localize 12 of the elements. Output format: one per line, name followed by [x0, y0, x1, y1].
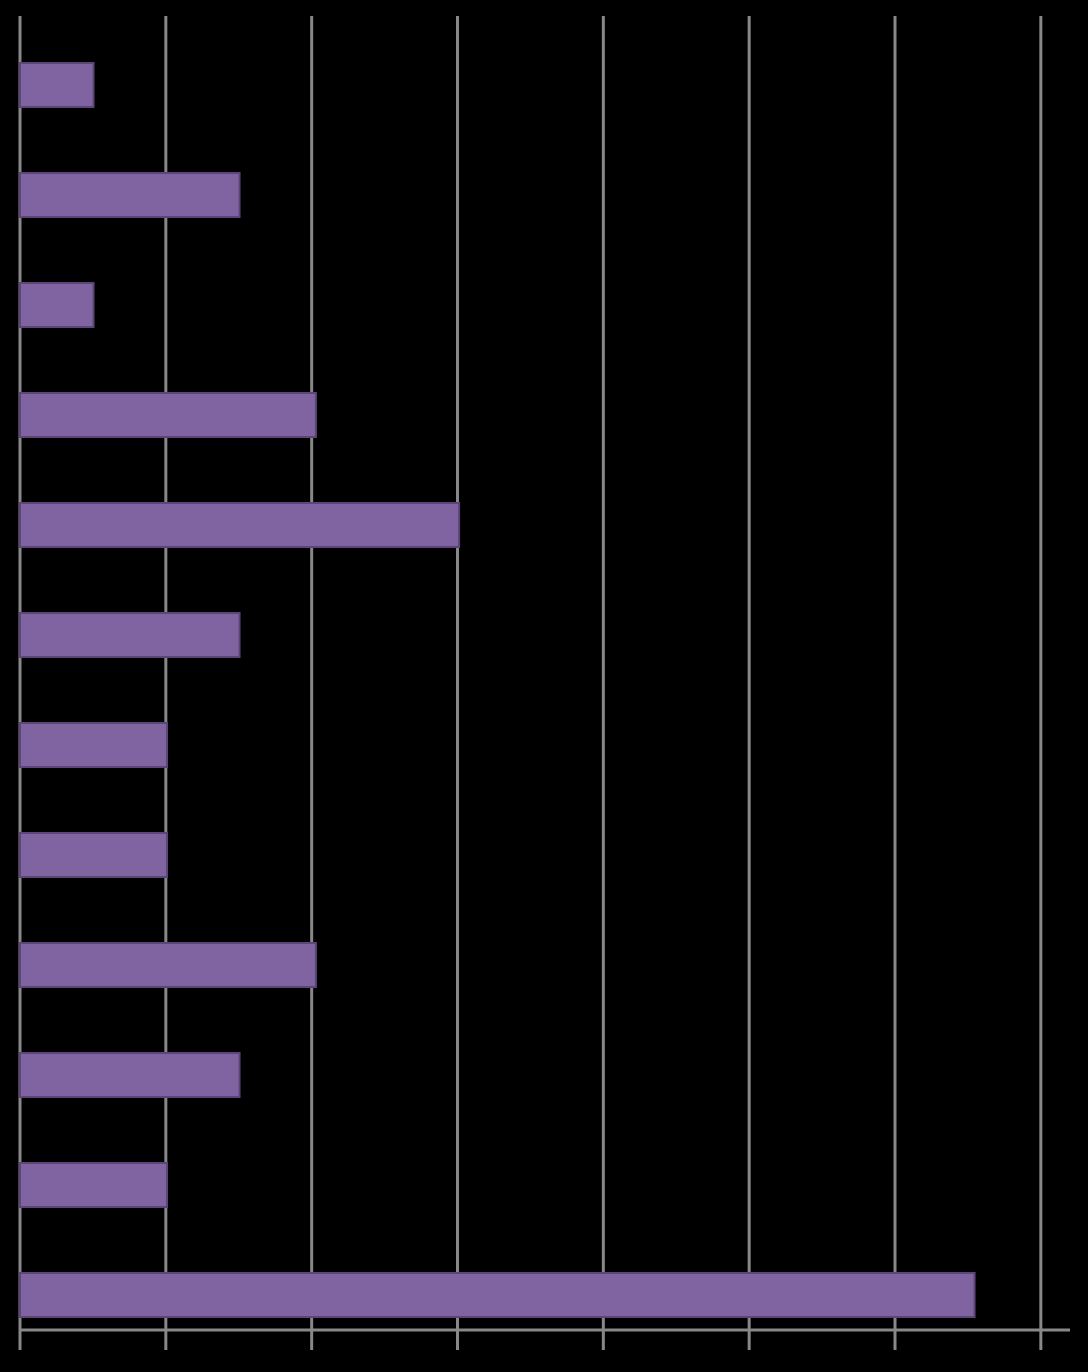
bar [19, 392, 317, 438]
bar [19, 172, 241, 218]
bar [19, 1272, 976, 1318]
bar [19, 1162, 168, 1208]
bar [19, 502, 461, 548]
bar [19, 942, 317, 988]
bar [19, 612, 241, 658]
bar [19, 722, 168, 768]
bar [19, 62, 95, 108]
bar [19, 282, 95, 328]
bar [19, 832, 168, 878]
bar [19, 1052, 241, 1098]
